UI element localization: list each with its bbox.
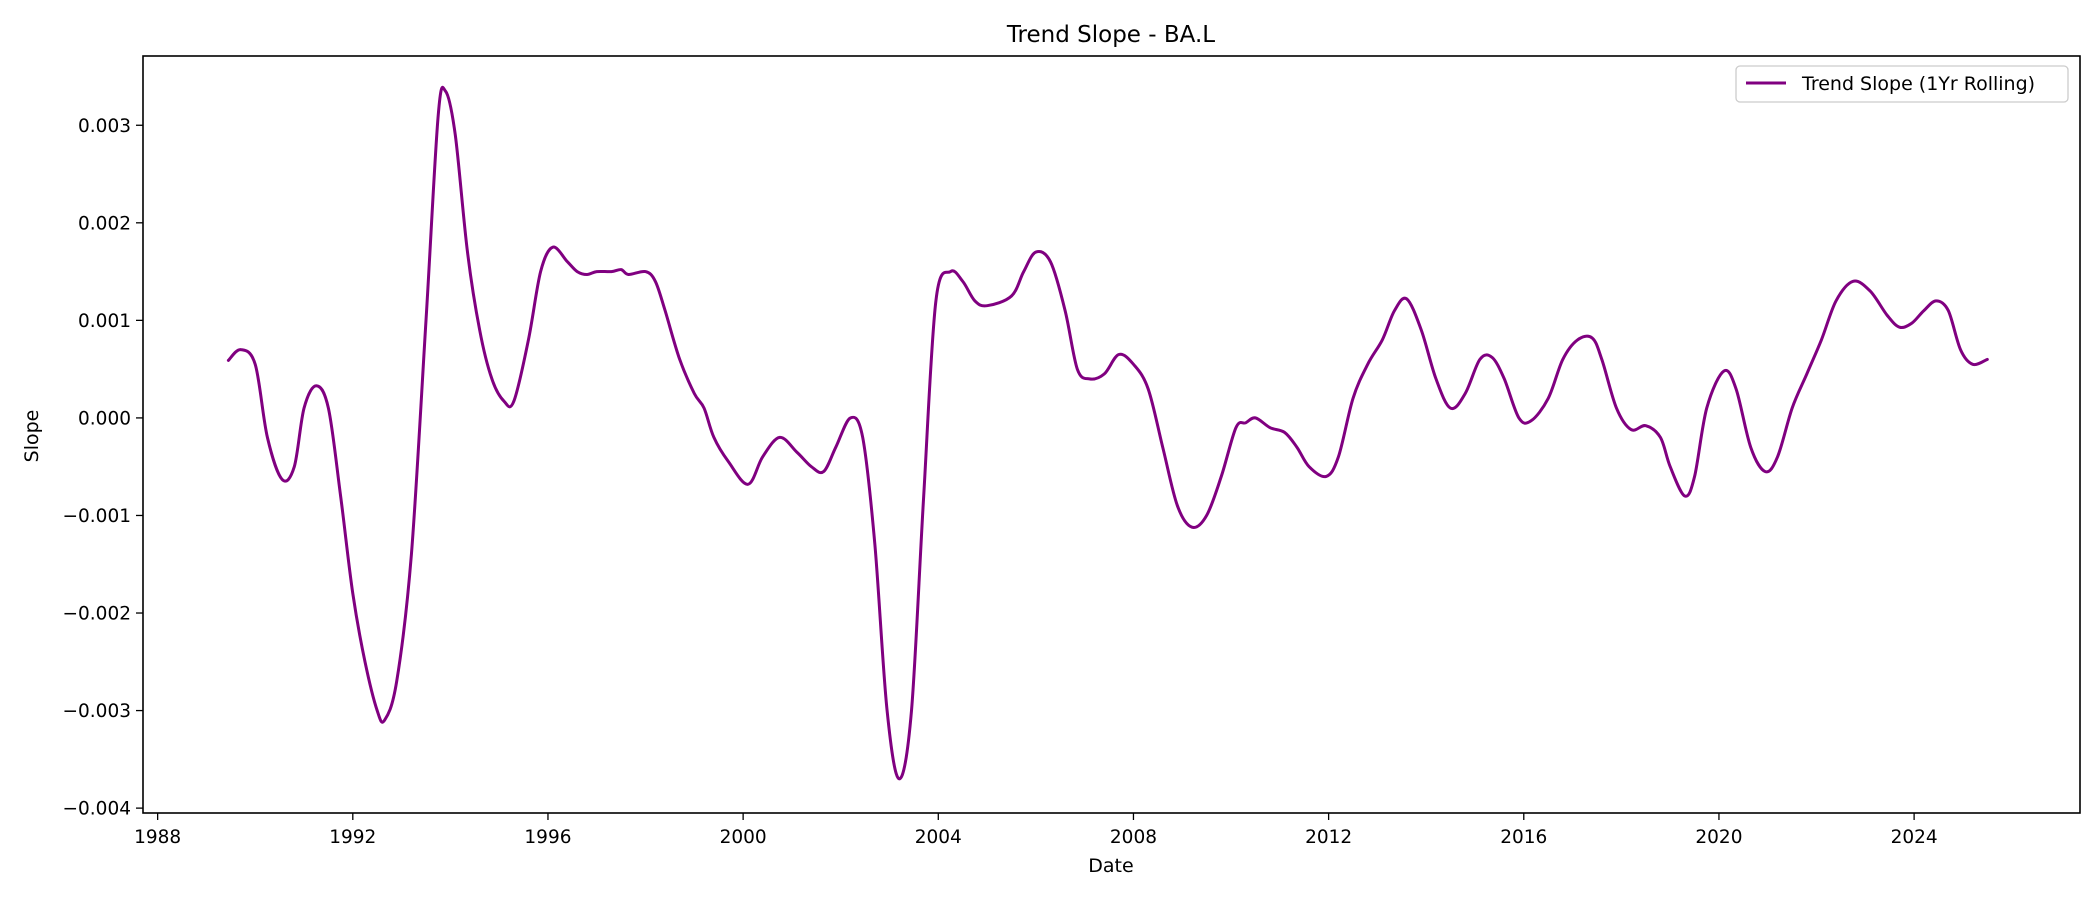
x-tick-label: 2020 [1695, 827, 1742, 848]
y-tick-label: 0.002 [78, 213, 131, 234]
y-axis-ticks: −0.004 −0.003 −0.002 −0.001 0.000 0.001 0.002 0… [63, 116, 143, 820]
x-axis-label: Date [1088, 855, 1133, 877]
x-tick-label: 1988 [134, 827, 181, 848]
chart-title: Trend Slope - BA.L [1006, 22, 1215, 48]
y-tick-label: 0.000 [78, 408, 131, 429]
legend-box [1735, 65, 2069, 103]
series-line-trend-slope [226, 85, 1989, 781]
y-tick-label: 0.003 [78, 116, 131, 137]
y-tick-label: −0.002 [63, 604, 131, 625]
x-tick-label: 1992 [329, 827, 376, 848]
x-tick-label: 2016 [1500, 827, 1547, 848]
x-tick-label: 2024 [1891, 827, 1938, 848]
y-axis-label: Slope [21, 410, 43, 463]
x-axis-ticks: 1988 1992 1996 2000 2004 2008 2012 2016 2020 2024 [134, 813, 1938, 848]
y-tick-label: −0.004 [63, 799, 131, 820]
plot-area [226, 85, 1989, 781]
y-tick-label: −0.001 [63, 506, 131, 527]
x-tick-label: 2012 [1305, 827, 1352, 848]
x-tick-label: 2004 [915, 827, 962, 848]
legend: Trend Slope (1Yr Rolling) [1735, 65, 2069, 103]
legend-entry-trend-slope: Trend Slope (1Yr Rolling) [1801, 73, 2035, 95]
y-tick-label: −0.003 [63, 701, 131, 722]
x-tick-label: 2008 [1110, 827, 1157, 848]
plot-frame [142, 55, 2081, 814]
x-tick-label: 1996 [524, 827, 571, 848]
y-tick-label: 0.001 [78, 311, 131, 332]
x-tick-label: 2000 [720, 827, 767, 848]
